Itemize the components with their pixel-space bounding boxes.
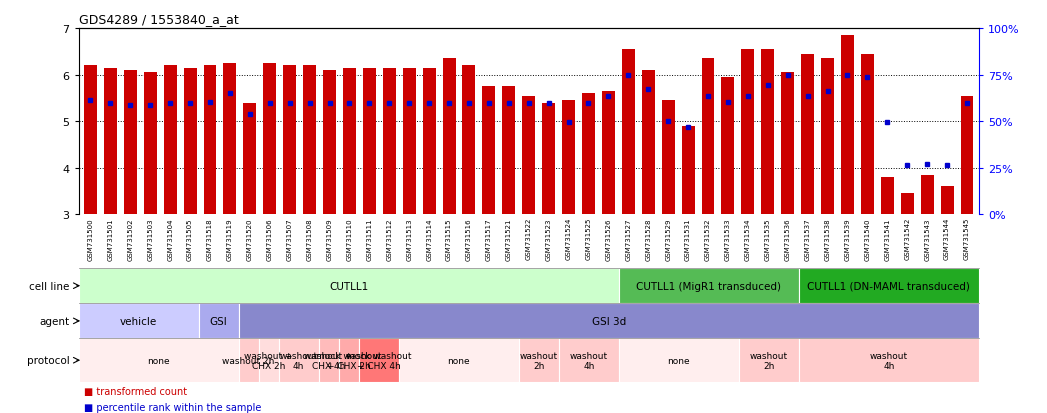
- Text: ■ transformed count: ■ transformed count: [84, 386, 186, 396]
- Bar: [741, 50, 754, 215]
- Bar: [861, 55, 874, 215]
- Bar: [259, 339, 279, 382]
- Bar: [363, 69, 376, 215]
- Bar: [463, 66, 475, 215]
- Bar: [279, 339, 318, 382]
- Text: GSI 3d: GSI 3d: [592, 316, 626, 326]
- Bar: [721, 78, 734, 215]
- Bar: [263, 64, 276, 215]
- Bar: [239, 339, 259, 382]
- Text: CUTLL1 (MigR1 transduced): CUTLL1 (MigR1 transduced): [637, 281, 781, 291]
- Bar: [359, 339, 399, 382]
- Text: washout
4h: washout 4h: [280, 351, 317, 370]
- Text: washout
4h: washout 4h: [870, 351, 908, 370]
- Bar: [799, 339, 979, 382]
- Bar: [79, 268, 619, 304]
- Bar: [79, 304, 199, 339]
- Bar: [104, 69, 117, 215]
- Bar: [522, 96, 535, 215]
- Bar: [338, 339, 359, 382]
- Bar: [423, 69, 436, 215]
- Bar: [399, 339, 518, 382]
- Bar: [343, 69, 356, 215]
- Text: washout +
CHX 2h: washout + CHX 2h: [244, 351, 293, 370]
- Bar: [739, 339, 799, 382]
- Text: mock washout
+ CHX 2h: mock washout + CHX 2h: [316, 351, 381, 370]
- Bar: [304, 66, 316, 215]
- Bar: [619, 339, 739, 382]
- Bar: [143, 73, 157, 215]
- Text: none: none: [148, 356, 170, 365]
- Text: washout 2h: washout 2h: [222, 356, 274, 365]
- Bar: [940, 187, 954, 215]
- Bar: [960, 96, 974, 215]
- Bar: [79, 339, 239, 382]
- Bar: [602, 92, 615, 215]
- Text: none: none: [447, 356, 470, 365]
- Bar: [243, 103, 257, 215]
- Bar: [662, 101, 674, 215]
- Bar: [124, 71, 137, 215]
- Bar: [503, 87, 515, 215]
- Text: CUTLL1: CUTLL1: [329, 281, 369, 291]
- Bar: [582, 94, 595, 215]
- Bar: [518, 339, 559, 382]
- Bar: [84, 66, 97, 215]
- Bar: [199, 304, 239, 339]
- Bar: [559, 339, 619, 382]
- Bar: [799, 268, 979, 304]
- Bar: [821, 59, 834, 215]
- Bar: [203, 66, 217, 215]
- Text: ■ percentile rank within the sample: ■ percentile rank within the sample: [84, 402, 261, 412]
- Bar: [542, 103, 555, 215]
- Bar: [801, 55, 815, 215]
- Bar: [841, 36, 854, 215]
- Bar: [443, 59, 455, 215]
- Bar: [223, 64, 237, 215]
- Text: vehicle: vehicle: [120, 316, 157, 326]
- Bar: [318, 339, 338, 382]
- Bar: [562, 101, 575, 215]
- Bar: [183, 69, 197, 215]
- Bar: [383, 69, 396, 215]
- Text: GDS4289 / 1553840_a_at: GDS4289 / 1553840_a_at: [79, 13, 239, 26]
- Text: cell line: cell line: [29, 281, 69, 291]
- Text: protocol: protocol: [27, 355, 69, 366]
- Text: washout
4h: washout 4h: [570, 351, 608, 370]
- Bar: [324, 71, 336, 215]
- Text: washout
2h: washout 2h: [519, 351, 558, 370]
- Bar: [483, 87, 495, 215]
- Bar: [642, 71, 654, 215]
- Bar: [781, 73, 795, 215]
- Bar: [403, 69, 416, 215]
- Bar: [900, 194, 914, 215]
- Bar: [761, 50, 775, 215]
- Text: washout +
CHX 4h: washout + CHX 4h: [305, 351, 353, 370]
- Bar: [619, 268, 799, 304]
- Bar: [881, 178, 894, 215]
- Bar: [701, 59, 714, 215]
- Bar: [163, 66, 177, 215]
- Text: mock washout
+ CHX 4h: mock washout + CHX 4h: [346, 351, 411, 370]
- Text: agent: agent: [40, 316, 69, 326]
- Text: CUTLL1 (DN-MAML transduced): CUTLL1 (DN-MAML transduced): [807, 281, 971, 291]
- Text: none: none: [668, 356, 690, 365]
- Bar: [682, 126, 694, 215]
- Bar: [283, 66, 296, 215]
- Bar: [239, 304, 979, 339]
- Bar: [920, 175, 934, 215]
- Bar: [622, 50, 634, 215]
- Text: washout
2h: washout 2h: [750, 351, 788, 370]
- Text: GSI: GSI: [209, 316, 227, 326]
